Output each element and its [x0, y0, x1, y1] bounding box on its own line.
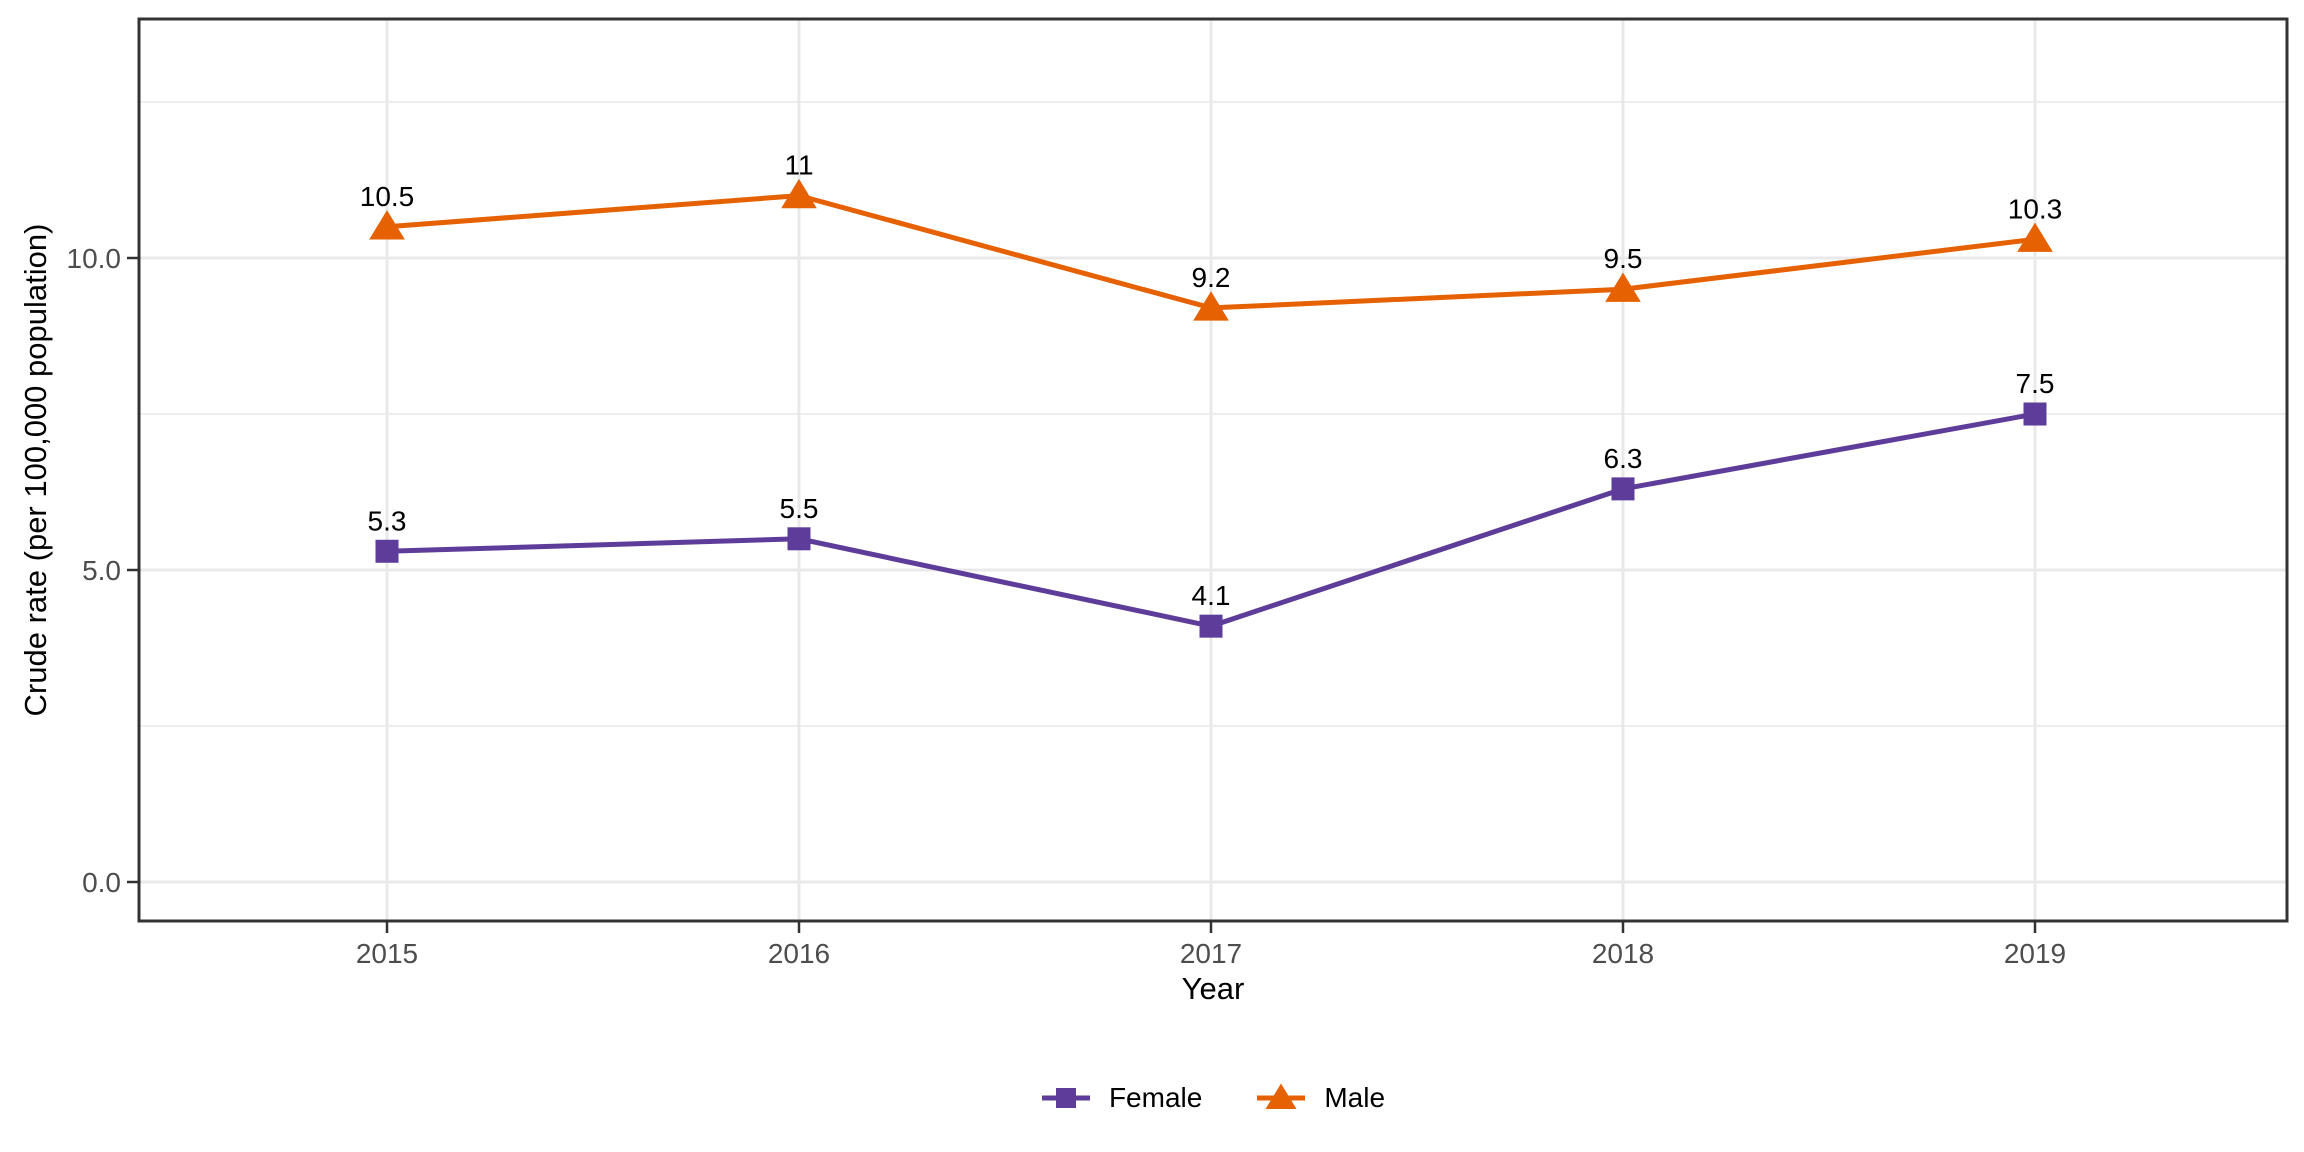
- axis-ticks: [127, 256, 2037, 933]
- x-tick-label: 2017: [1180, 938, 1242, 969]
- point-label: 9.2: [1192, 262, 1231, 293]
- x-tick-label: 2016: [768, 938, 830, 969]
- point-label: 4.1: [1192, 580, 1231, 611]
- grid-minor: [139, 101, 2287, 727]
- legend-label-female: Female: [1108, 1082, 1203, 1113]
- grid-major: [139, 19, 2287, 921]
- point-label: 6.3: [1604, 443, 1643, 474]
- series-male: 10.5 11 9.2 9.5 10.3: [360, 150, 2063, 321]
- legend-label-male: Male: [1324, 1082, 1386, 1113]
- point-label: 9.5: [1604, 243, 1643, 274]
- female-marker: [2023, 402, 2047, 426]
- legend-item-female: Female: [1041, 1080, 1202, 1116]
- point-label: 10.5: [360, 181, 415, 212]
- x-tick-label: 2018: [1592, 938, 1654, 969]
- y-tick-label: 10.0: [67, 243, 122, 274]
- male-marker: [1193, 291, 1229, 321]
- x-tick-label: 2015: [356, 938, 418, 969]
- female-marker: [787, 527, 811, 551]
- male-marker: [369, 210, 405, 240]
- x-tick-label: 2019: [2004, 938, 2066, 969]
- male-marker: [2017, 222, 2053, 252]
- female-marker: [375, 539, 399, 563]
- male-legend-key-icon: [1257, 1083, 1306, 1109]
- legend-item-male: Male: [1256, 1080, 1385, 1116]
- point-label: 5.5: [780, 493, 819, 524]
- point-label: 7.5: [2016, 368, 2055, 399]
- series-female: 5.3 5.5 4.1 6.3 7.5: [368, 368, 2055, 638]
- legend: Female Male: [139, 1070, 2287, 1126]
- female-marker: [1199, 614, 1223, 638]
- y-tick-label: 0.0: [82, 867, 121, 898]
- x-axis-title: Year: [1181, 971, 1245, 1006]
- point-label: 11: [784, 150, 813, 181]
- axis-tick-labels: 2015 2016 2017 2018 2019 0.0 5.0 10.0: [67, 243, 2067, 969]
- male-marker: [1605, 272, 1641, 302]
- y-tick-label: 5.0: [82, 555, 121, 586]
- point-label: 10.3: [2008, 193, 2063, 224]
- female-marker: [1611, 477, 1635, 501]
- panel-border: [137, 17, 2289, 923]
- male-marker: [781, 178, 817, 209]
- female-legend-key-icon: [1041, 1088, 1090, 1108]
- y-axis-title: Crude rate (per 100,000 population): [18, 223, 53, 717]
- point-label: 5.3: [368, 505, 407, 536]
